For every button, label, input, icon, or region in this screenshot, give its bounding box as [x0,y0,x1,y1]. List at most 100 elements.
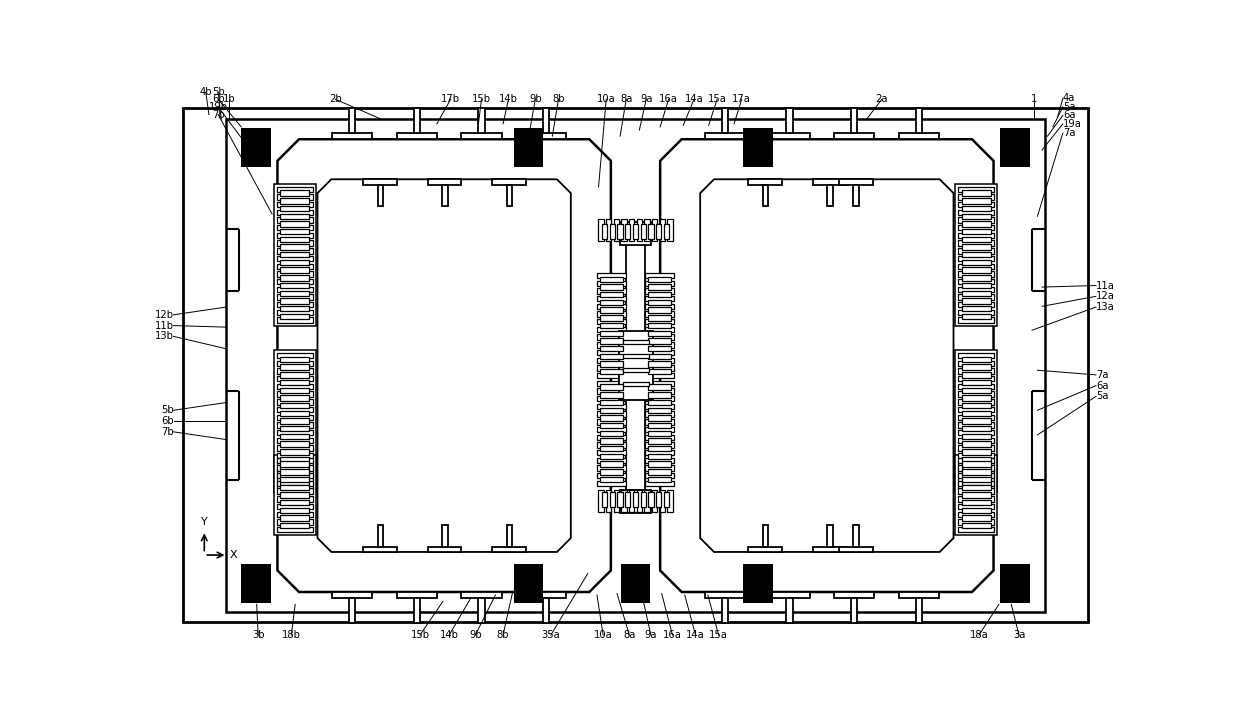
Bar [959,287,993,292]
Bar [647,400,671,405]
Bar [621,490,626,512]
Bar [647,338,671,344]
Bar [280,426,309,432]
Text: 5a: 5a [1096,392,1109,401]
Bar [647,439,671,444]
Bar [280,465,309,470]
Bar [959,392,993,397]
Bar [507,185,512,206]
Bar [332,592,372,598]
Bar [743,128,773,167]
Bar [645,273,675,278]
Text: 17a: 17a [733,94,751,104]
Bar [280,298,309,303]
Bar [645,288,675,294]
Bar [645,303,675,309]
Bar [600,369,624,374]
Bar [962,190,991,195]
Bar [959,264,993,269]
Bar [647,408,671,413]
Bar [280,206,309,211]
Bar [507,525,512,547]
Bar [596,481,626,486]
Bar [962,380,991,385]
Polygon shape [317,180,570,552]
Bar [596,404,626,409]
Bar [962,434,991,439]
Bar [647,315,671,321]
Bar [280,477,309,482]
Bar [660,490,665,512]
Bar [242,128,270,167]
Text: 7b: 7b [161,427,174,437]
Bar [962,508,991,513]
Bar [280,357,309,362]
Bar [959,225,993,230]
Bar [959,496,993,502]
Text: 17b: 17b [441,94,460,104]
Text: 5b: 5b [161,405,174,416]
Bar [959,422,993,428]
Bar [620,222,651,245]
Bar [278,295,312,300]
Bar [606,219,611,241]
Bar [959,481,993,486]
Bar [763,525,768,547]
Bar [600,285,624,290]
Bar [479,598,485,623]
Bar [610,224,615,240]
Bar [280,395,309,400]
Bar [596,280,626,286]
Bar [962,457,991,462]
Bar [835,133,874,139]
Bar [280,418,309,424]
Bar [647,454,671,459]
Bar [962,418,991,424]
Text: 4b: 4b [200,88,212,97]
Bar [645,365,675,371]
Bar [959,233,993,238]
Bar [770,592,810,598]
Text: 2a: 2a [875,94,888,104]
Bar [962,395,991,400]
Bar [600,346,624,351]
Bar [278,376,312,382]
Bar [280,461,309,467]
Bar [598,219,604,241]
Bar [618,224,622,240]
Bar [278,466,312,471]
Bar [743,564,773,603]
Text: 7a: 7a [1096,370,1109,380]
Bar [278,264,312,269]
Bar [278,458,312,463]
Bar [959,453,993,458]
Bar [280,472,309,478]
Bar [596,450,626,455]
Bar [916,109,921,133]
Bar [280,380,309,385]
Bar [645,373,675,379]
Bar [959,310,993,315]
Bar [600,477,624,482]
Text: 3a: 3a [1013,630,1025,640]
Bar [1001,564,1029,603]
Bar [959,437,993,443]
Bar [621,219,626,241]
Bar [955,350,997,492]
Bar [652,490,657,512]
Bar [645,404,675,409]
Bar [596,296,626,301]
Bar [600,469,624,474]
Text: 8a: 8a [620,94,632,104]
Bar [962,523,991,529]
Bar [656,492,661,508]
Text: 14b: 14b [498,94,518,104]
Text: 14a: 14a [684,94,703,104]
Bar [647,416,671,421]
Bar [278,430,312,435]
Bar [632,492,639,508]
Bar [278,225,312,230]
Bar [278,484,312,489]
Text: 8b: 8b [552,94,564,104]
Bar [899,592,939,598]
